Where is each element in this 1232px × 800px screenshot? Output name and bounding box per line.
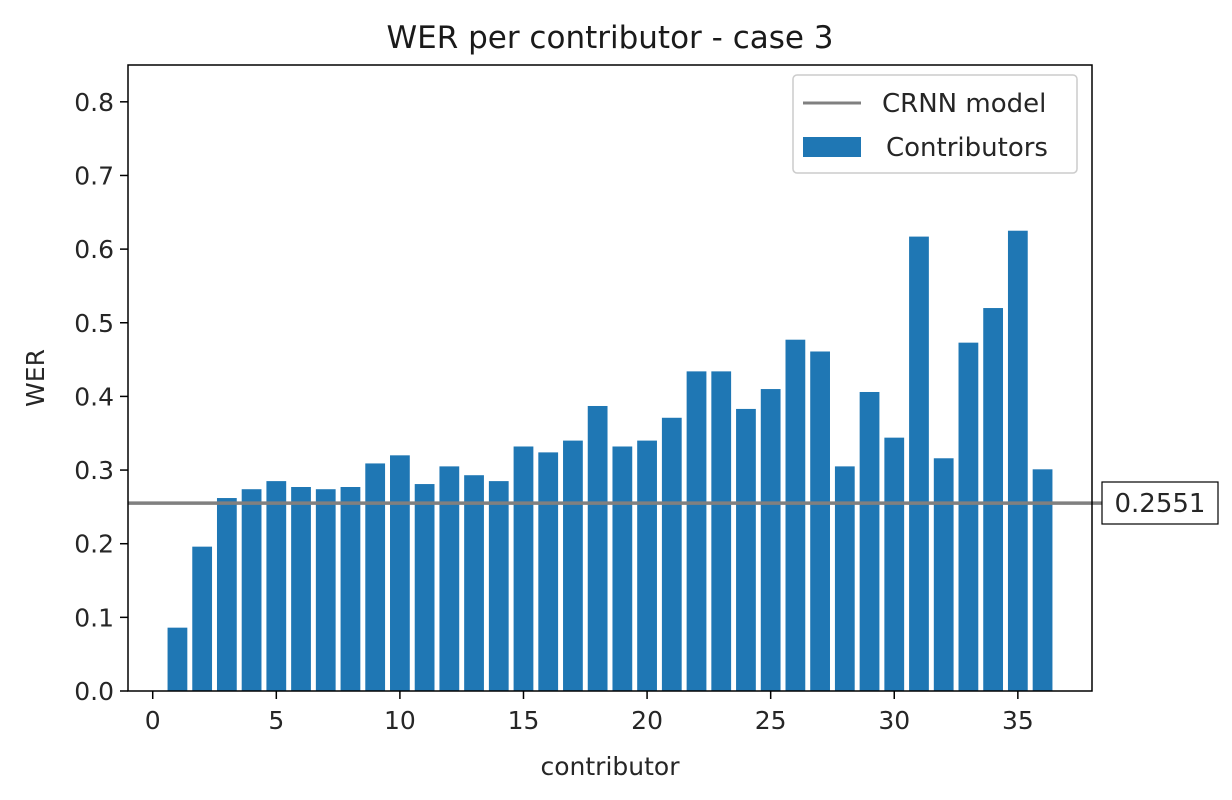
bar-contributor-3 bbox=[216, 498, 237, 691]
bar-contributor-22 bbox=[686, 371, 707, 691]
chart-title: WER per contributor - case 3 bbox=[386, 20, 833, 56]
bar-contributor-11 bbox=[414, 484, 435, 691]
bar-contributor-8 bbox=[340, 487, 361, 691]
bar-contributor-28 bbox=[834, 466, 855, 691]
bars-layer bbox=[167, 230, 1053, 691]
x-tick-label: 10 bbox=[384, 706, 416, 735]
bar-contributor-9 bbox=[365, 463, 386, 691]
bar-contributor-26 bbox=[785, 339, 806, 691]
y-tick-label: 0.5 bbox=[74, 309, 114, 338]
x-tick-label: 0 bbox=[145, 706, 161, 735]
legend-contributors-swatch bbox=[803, 137, 861, 157]
y-tick-label: 0.4 bbox=[74, 382, 114, 411]
y-tick-label: 0.6 bbox=[74, 235, 114, 264]
bar-contributor-36 bbox=[1032, 469, 1053, 691]
x-tick-label: 20 bbox=[631, 706, 663, 735]
bar-contributor-10 bbox=[390, 455, 410, 691]
bar-contributor-32 bbox=[933, 458, 954, 691]
bar-contributor-4 bbox=[241, 489, 262, 691]
bar-contributor-16 bbox=[538, 452, 559, 691]
bar-contributor-12 bbox=[439, 466, 460, 691]
x-axis-label: contributor bbox=[540, 752, 680, 781]
legend-box bbox=[792, 74, 1078, 174]
legend: CRNN model Contributors bbox=[792, 74, 1078, 174]
bar-contributor-34 bbox=[983, 308, 1004, 691]
y-tick-label: 0.3 bbox=[74, 456, 114, 485]
bar-contributor-27 bbox=[810, 351, 830, 691]
bar-contributor-24 bbox=[736, 408, 756, 691]
bar-contributor-13 bbox=[464, 475, 484, 691]
bar-contributor-17 bbox=[563, 440, 583, 691]
y-tick-label: 0.2 bbox=[74, 530, 114, 559]
legend-crnn-model-label: CRNN model bbox=[882, 89, 1046, 119]
bar-contributor-21 bbox=[661, 417, 682, 691]
y-axis-label: WER bbox=[21, 349, 50, 407]
reference-value-annotation: 0.2551 bbox=[1101, 481, 1219, 525]
bar-contributor-20 bbox=[637, 440, 657, 691]
bar-contributor-5 bbox=[266, 481, 287, 691]
bar-contributor-23 bbox=[711, 371, 732, 691]
reference-value-box bbox=[1101, 481, 1219, 525]
bar-contributor-18 bbox=[587, 405, 608, 691]
bar-contributor-19 bbox=[612, 446, 633, 691]
bar-contributor-25 bbox=[760, 389, 781, 691]
x-tick-label: 15 bbox=[508, 706, 540, 735]
plot-frame bbox=[127, 64, 1093, 692]
bar-contributor-29 bbox=[859, 391, 880, 691]
y-axis: 0.0 0.1 0.2 0.3 0.4 0.5 0.6 0.7 0.8 bbox=[74, 88, 128, 706]
x-axis: 0 5 10 15 20 25 30 35 bbox=[145, 691, 1034, 735]
y-tick-label: 0.8 bbox=[74, 88, 114, 117]
x-tick-label: 5 bbox=[268, 706, 284, 735]
bar-contributor-35 bbox=[1007, 230, 1028, 691]
x-tick-label: 25 bbox=[755, 706, 787, 735]
bar-contributor-7 bbox=[315, 489, 336, 691]
x-tick-label: 30 bbox=[878, 706, 910, 735]
x-tick-label: 35 bbox=[1002, 706, 1034, 735]
bar-contributor-15 bbox=[513, 446, 534, 691]
bar-contributor-33 bbox=[958, 342, 979, 691]
legend-contributors-label: Contributors bbox=[886, 133, 1048, 163]
bar-contributor-1 bbox=[167, 627, 188, 691]
bar-contributor-14 bbox=[488, 481, 509, 691]
y-tick-label: 0.0 bbox=[74, 677, 114, 706]
bar-contributor-6 bbox=[291, 487, 311, 691]
bar-contributor-31 bbox=[909, 236, 929, 691]
bar-contributor-30 bbox=[884, 437, 905, 691]
bar-contributor-2 bbox=[192, 546, 213, 691]
reference-value-label: 0.2551 bbox=[1115, 489, 1206, 519]
y-tick-label: 0.7 bbox=[74, 161, 114, 190]
y-tick-label: 0.1 bbox=[74, 603, 114, 632]
